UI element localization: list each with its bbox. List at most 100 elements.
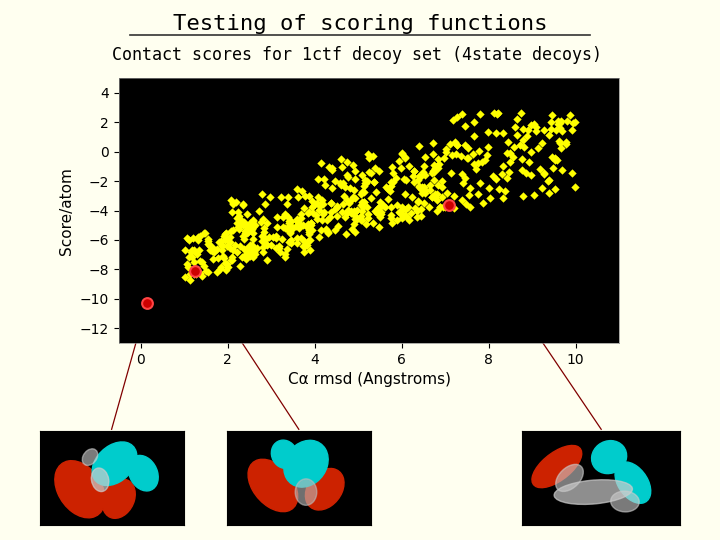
- Point: [374, 213, 386, 221]
- Point: [456, 170, 468, 179]
- Point: [310, 211, 322, 219]
- Point: [276, 235, 288, 244]
- Point: [194, 232, 205, 240]
- Point: [193, 233, 204, 242]
- Point: [232, 223, 243, 232]
- Point: [282, 213, 294, 221]
- Point: [191, 249, 202, 258]
- Point: [238, 201, 249, 210]
- Point: [219, 259, 230, 267]
- Point: [208, 247, 220, 256]
- Point: [291, 221, 302, 230]
- Point: [493, 185, 505, 193]
- Point: [291, 215, 302, 224]
- Point: [227, 199, 238, 208]
- Point: [217, 245, 228, 254]
- Point: [325, 207, 336, 216]
- Point: [426, 169, 438, 178]
- Point: [508, 143, 519, 152]
- Point: [490, 174, 502, 183]
- Point: [554, 123, 565, 132]
- Point: [250, 221, 261, 230]
- Point: [225, 244, 236, 253]
- Point: [247, 217, 258, 226]
- Point: [181, 260, 192, 268]
- Point: [359, 198, 370, 206]
- Point: [530, 126, 541, 135]
- Point: [226, 208, 238, 217]
- Point: [285, 217, 297, 225]
- Point: [331, 212, 343, 220]
- Point: [225, 256, 236, 265]
- Point: [518, 125, 529, 133]
- Point: [438, 153, 449, 162]
- Point: [211, 267, 222, 276]
- Point: [491, 110, 503, 119]
- Point: [348, 186, 360, 194]
- Point: [184, 275, 196, 284]
- Point: [188, 246, 199, 254]
- Point: [302, 209, 314, 218]
- Point: [413, 183, 425, 191]
- Point: [428, 176, 440, 185]
- Point: [231, 248, 243, 257]
- Ellipse shape: [91, 468, 109, 491]
- Point: [385, 214, 397, 223]
- Point: [511, 114, 523, 123]
- Point: [433, 155, 444, 164]
- Point: [228, 225, 239, 234]
- Point: [400, 204, 412, 213]
- Point: [307, 209, 319, 218]
- Point: [424, 181, 436, 190]
- Point: [427, 167, 438, 176]
- Point: [461, 154, 472, 163]
- Point: [283, 193, 294, 201]
- Point: [362, 210, 374, 219]
- Point: [344, 184, 356, 192]
- Ellipse shape: [92, 442, 137, 485]
- Point: [449, 137, 461, 146]
- Point: [456, 195, 468, 204]
- Point: [375, 201, 387, 210]
- Point: [525, 120, 536, 129]
- Ellipse shape: [615, 462, 651, 503]
- Point: [400, 153, 411, 161]
- Point: [346, 209, 357, 218]
- Point: [567, 119, 579, 128]
- Point: [348, 215, 360, 224]
- Point: [207, 255, 219, 264]
- Point: [312, 192, 324, 201]
- Point: [232, 219, 243, 228]
- Point: [356, 190, 367, 198]
- Point: [369, 206, 381, 215]
- Point: [279, 252, 290, 261]
- Point: [362, 150, 374, 158]
- Point: [283, 238, 294, 247]
- Point: [387, 163, 398, 171]
- Point: [316, 196, 328, 205]
- Point: [301, 241, 312, 249]
- Point: [208, 245, 220, 253]
- Point: [482, 143, 494, 151]
- Point: [183, 236, 194, 245]
- Point: [373, 209, 384, 218]
- Point: [298, 237, 310, 246]
- Point: [245, 247, 256, 256]
- Point: [503, 168, 515, 177]
- Point: [312, 199, 323, 207]
- Point: [356, 201, 367, 210]
- Point: [295, 210, 307, 218]
- Point: [348, 219, 360, 228]
- Point: [481, 151, 492, 159]
- Point: [399, 212, 410, 220]
- Point: [292, 238, 303, 247]
- Point: [238, 234, 249, 243]
- Point: [219, 235, 230, 244]
- Point: [367, 219, 379, 228]
- Point: [437, 203, 449, 212]
- Point: [197, 272, 208, 280]
- Point: [368, 178, 379, 186]
- Point: [424, 186, 436, 194]
- Point: [294, 233, 306, 242]
- Point: [469, 160, 480, 168]
